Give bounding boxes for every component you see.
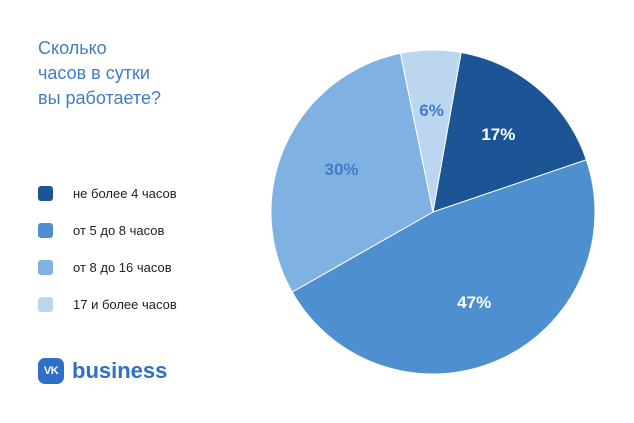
legend-item: не более 4 часов (38, 184, 177, 202)
title-line-1: Сколько (38, 38, 107, 58)
legend-item: 17 и более часов (38, 295, 177, 313)
slice-data-label: 6% (419, 101, 444, 120)
chart-title: Сколько часов в сутки вы работаете? (38, 36, 258, 111)
vk-logo-icon: VK (38, 358, 64, 384)
legend-swatch (38, 296, 53, 312)
legend-item: от 8 до 16 часов (38, 258, 177, 276)
pie-slice (432, 51, 587, 213)
vk-business-logo: VK business (38, 357, 167, 385)
legend: не более 4 часов от 5 до 8 часов от 8 до… (38, 184, 177, 332)
pie-slice (291, 159, 596, 375)
brand-wordmark: business (72, 358, 168, 383)
slice-data-label: 47% (457, 293, 491, 312)
legend-label: 17 и более часов (73, 296, 177, 312)
legend-label: от 5 до 8 часов (73, 222, 165, 238)
title-line-3: вы работаете? (38, 88, 161, 108)
slice-data-label: 30% (325, 160, 359, 179)
legend-label: не более 4 часов (73, 185, 177, 201)
legend-label: от 8 до 16 часов (73, 259, 172, 275)
pie-slice (270, 52, 434, 293)
pie-slice (399, 49, 462, 213)
legend-swatch (38, 259, 53, 275)
title-line-2: часов в сутки (38, 63, 150, 83)
legend-item: от 5 до 8 часов (38, 221, 177, 239)
legend-swatch (38, 185, 53, 201)
slice-data-label: 17% (481, 125, 515, 144)
legend-swatch (38, 222, 53, 238)
